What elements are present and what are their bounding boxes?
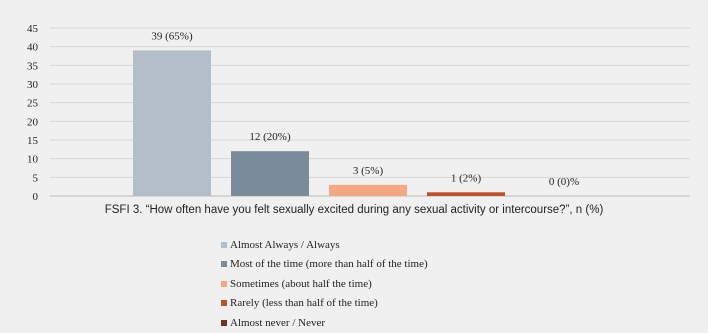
legend-swatch: [221, 241, 227, 248]
y-tick-label: 5: [33, 172, 39, 184]
data-label: 12 (20%): [249, 131, 291, 143]
legend-swatch: [221, 261, 227, 268]
x-axis-label: FSFI 3. “How often have you felt sexuall…: [104, 204, 604, 216]
data-label: 1 (2%): [451, 172, 482, 184]
legend-item: Almost Always / Always: [221, 235, 428, 255]
legend-item: Almost never / Never: [221, 313, 428, 333]
y-tick-label: 0: [33, 191, 39, 200]
data-label: 39 (65%): [151, 30, 193, 42]
legend-label: Rarely (less than half of the time): [230, 297, 378, 310]
legend-label: Almost Always / Always: [230, 238, 340, 251]
y-tick-label: 10: [27, 154, 39, 166]
data-labels: 39 (65%) 12 (20%) 3 (5%) 1 (2%) 0 (0)%: [151, 30, 579, 188]
data-label: 3 (5%): [353, 165, 384, 177]
y-tick-label: 15: [27, 135, 39, 147]
legend-swatch: [221, 319, 227, 326]
bars: [133, 50, 505, 197]
y-tick-label: 25: [27, 98, 39, 110]
y-tick-label: 20: [27, 116, 39, 128]
legend-item: Rarely (less than half of the time): [221, 294, 428, 314]
bar: [231, 151, 309, 196]
y-tick-label: 30: [27, 79, 39, 91]
legend-label: Most of the time (more than half of the …: [230, 258, 428, 271]
y-tick-label: 45: [27, 23, 39, 35]
legend: Almost Always / Always Most of the time (…: [221, 235, 428, 333]
bar: [329, 184, 407, 196]
legend-item: Most of the time (more than half of the …: [221, 255, 428, 275]
y-tick-label: 35: [27, 60, 39, 72]
legend-item: Sometimes (about half the time): [221, 274, 428, 294]
bar: [427, 192, 505, 196]
legend-label: Almost never / Never: [230, 316, 325, 329]
y-axis-ticks: 0 5 10 15 20 25 30 35 40 45: [27, 23, 39, 200]
legend-label: Sometimes (about half the time): [230, 277, 372, 290]
legend-swatch: [221, 280, 227, 287]
y-tick-label: 40: [27, 42, 39, 54]
bar-chart: 0 5 10 15 20 25 30 35 40 45 39 (65%) 12 (20%) 3 (5%…: [27, 23, 690, 200]
data-label: 0 (0)%: [549, 176, 579, 188]
bar: [133, 50, 211, 197]
legend-swatch: [221, 300, 227, 307]
